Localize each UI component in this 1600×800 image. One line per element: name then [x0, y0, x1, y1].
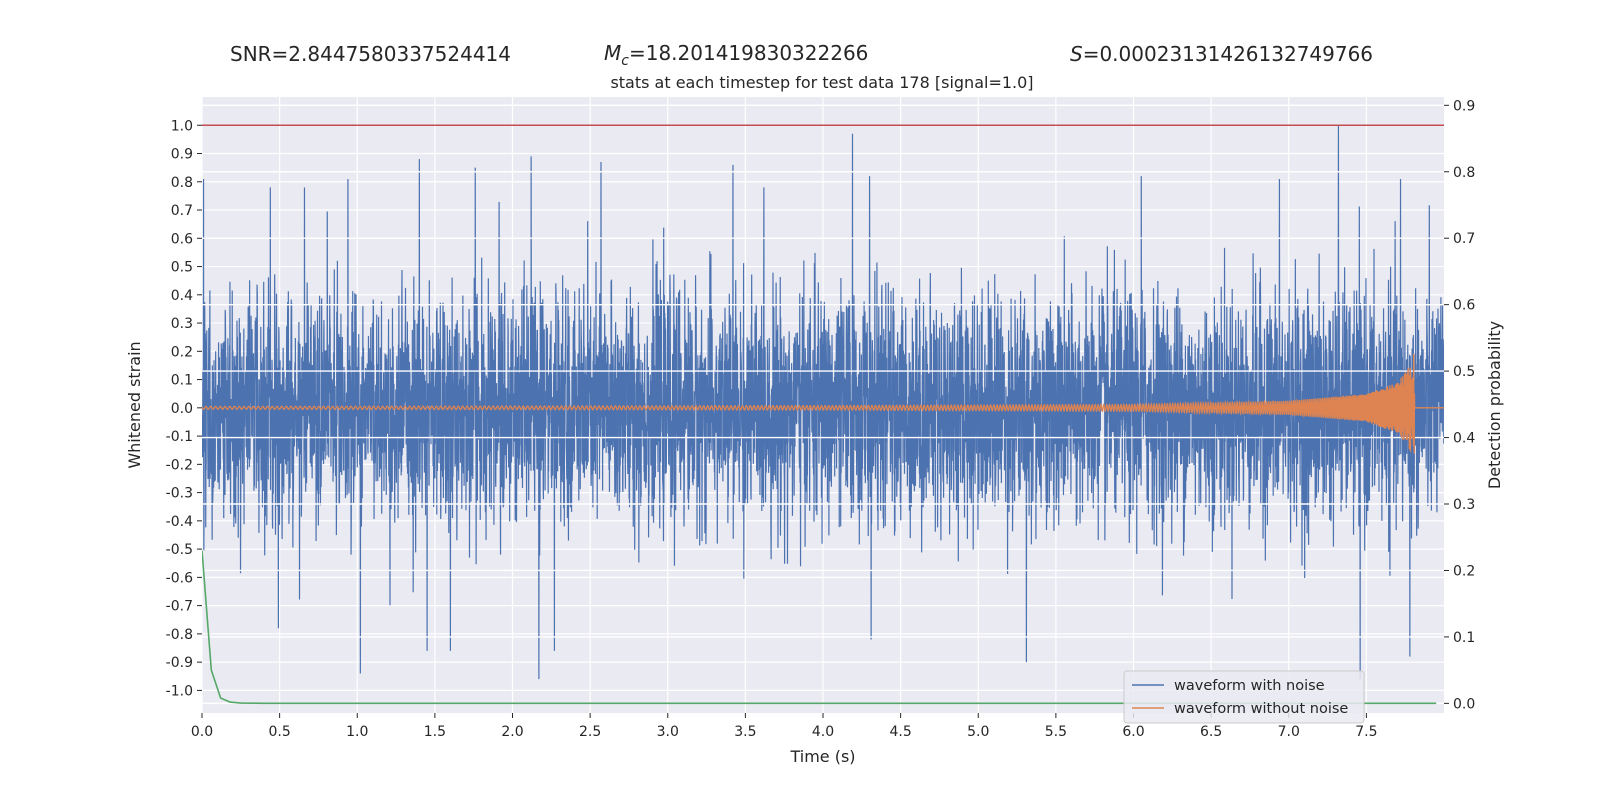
y-tick-label: -0.4: [166, 514, 193, 530]
y-tick-label: 0.9: [171, 147, 193, 163]
y2-tick-label: 0.9: [1453, 98, 1475, 114]
y-tick-label: 0.6: [171, 231, 193, 247]
y-tick-label: -0.2: [166, 457, 193, 473]
x-tick-label: 2.5: [579, 724, 601, 740]
x-tick-label: 6.5: [1200, 724, 1222, 740]
y2-tick-label: 0.2: [1453, 563, 1475, 579]
y-tick-label: 0.7: [171, 203, 193, 219]
y-tick-label: -0.3: [166, 486, 193, 502]
y-tick-label: 0.8: [171, 175, 193, 191]
y2-axis-label: Detection probability: [1485, 321, 1504, 489]
y2-tick-label: 0.0: [1453, 696, 1475, 712]
spin-value: =0.00023131426132749766: [1083, 42, 1373, 66]
y-tick-label: -0.6: [166, 570, 193, 586]
x-tick-label: 4.0: [812, 724, 834, 740]
y-tick-label: -0.5: [166, 542, 193, 558]
chirp-mass-label: Mc=18.201419830322266: [604, 41, 868, 69]
spin-label: S=0.00023131426132749766: [1070, 42, 1373, 66]
legend-label-waveform-without-noise: waveform without noise: [1174, 701, 1348, 717]
y-tick-label: 1.0: [171, 118, 193, 134]
spin-symbol: S: [1070, 42, 1083, 66]
chart-title: stats at each timestep for test data 178…: [610, 73, 1033, 92]
x-tick-label: 4.5: [889, 724, 911, 740]
legend-label-waveform-with-noise: waveform with noise: [1174, 678, 1325, 694]
y-axis-label: Whitened strain: [125, 341, 144, 468]
x-tick-label: 5.0: [967, 724, 989, 740]
x-tick-label: 2.0: [501, 724, 523, 740]
x-tick-label: 7.5: [1355, 724, 1377, 740]
x-tick-label: 7.0: [1278, 724, 1300, 740]
y-tick-label: -1.0: [166, 683, 193, 699]
y-tick-label: 0.4: [171, 288, 193, 304]
y-axis-ticks: 1.0 0.9 0.8 0.7 0.6 0.5 0.4 0.3 0.2 0.1 0.0 -0.1 -0.…: [166, 118, 202, 699]
chirp-mass-subscript: c: [621, 53, 629, 69]
y2-tick-label: 0.1: [1453, 630, 1475, 646]
legend-box: [1123, 670, 1365, 724]
y-tick-label: 0.1: [171, 373, 193, 389]
y-tick-label: -0.7: [166, 599, 193, 615]
legend: waveform with noise waveform without noi…: [1123, 670, 1365, 724]
y2-tick-label: 0.5: [1453, 364, 1475, 380]
chirp-mass-symbol: M: [604, 41, 621, 65]
x-tick-label: 6.0: [1122, 724, 1144, 740]
series-waveform-without-noise: [202, 353, 1444, 454]
x-tick-label: 0.0: [191, 724, 213, 740]
y-tick-label: -0.9: [166, 655, 193, 671]
y-tick-label: 0.2: [171, 344, 193, 360]
snr-label: SNR=2.8447580337524414: [230, 42, 511, 66]
x-tick-label: 1.0: [346, 724, 368, 740]
x-tick-label: 0.5: [268, 724, 290, 740]
y-tick-label: -0.1: [166, 429, 193, 445]
x-axis-ticks: 0.0 0.5 1.0 1.5 2.0 2.5 3.0 3.5 4.0 4.5 5.0 5.5 6.0 6…: [191, 713, 1378, 740]
chirp-mass-value: =18.201419830322266: [629, 41, 868, 65]
y-tick-label: 0.5: [171, 260, 193, 276]
y2-tick-label: 0.7: [1453, 231, 1475, 247]
y-tick-label: 0.3: [171, 316, 193, 332]
y2-tick-label: 0.4: [1453, 431, 1475, 447]
series-detection-probability: [202, 550, 1437, 705]
x-axis-label: Time (s): [789, 747, 855, 766]
y-tick-label: -0.8: [166, 627, 193, 643]
x-tick-label: 3.5: [734, 724, 756, 740]
y-tick-label: 0.0: [171, 401, 193, 417]
x-tick-label: 1.5: [424, 724, 446, 740]
x-tick-label: 3.0: [657, 724, 679, 740]
y2-axis-ticks: 0.9 0.8 0.7 0.6 0.5 0.4 0.3 0.2 0.1 0.0: [1444, 98, 1475, 712]
x-tick-label: 5.5: [1045, 724, 1067, 740]
y2-tick-label: 0.3: [1453, 497, 1475, 513]
y2-tick-label: 0.6: [1453, 298, 1475, 314]
y2-tick-label: 0.8: [1453, 165, 1475, 181]
